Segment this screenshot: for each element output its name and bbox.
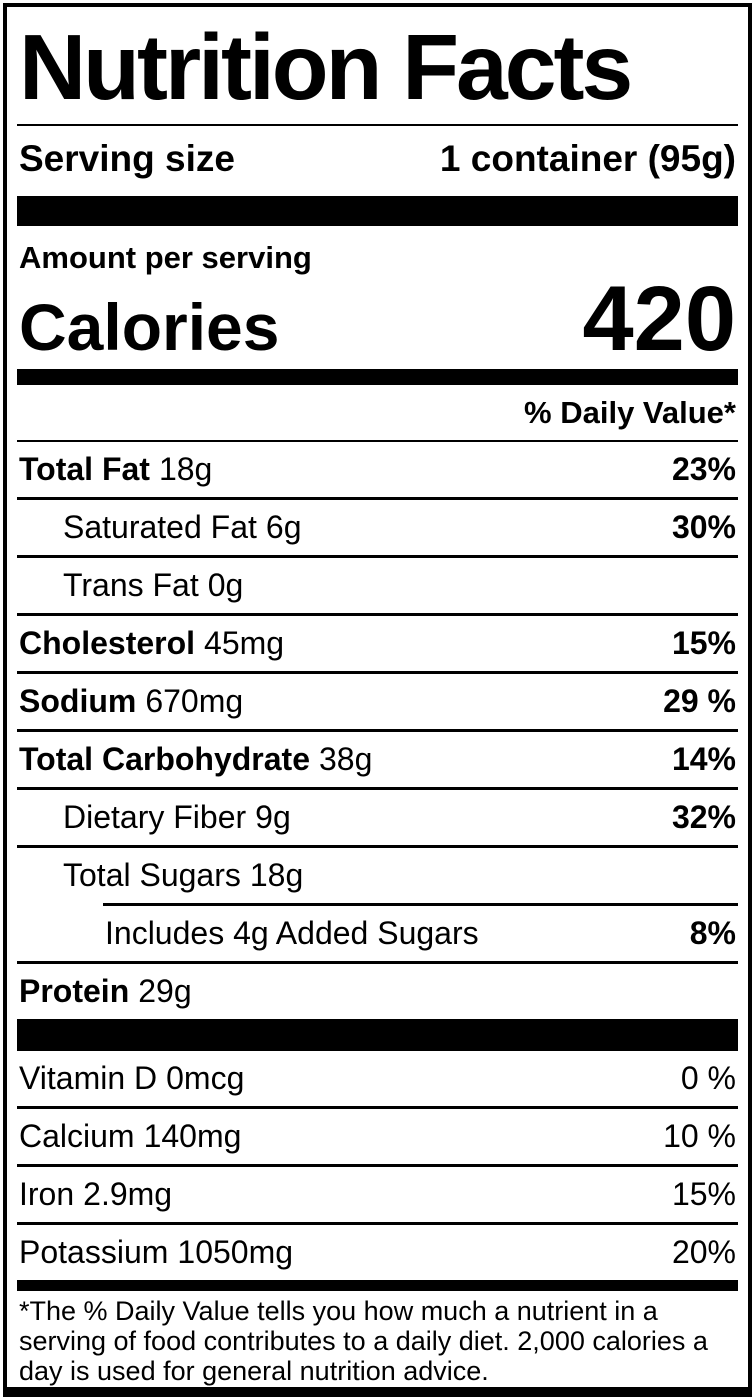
serving-size-row: Serving size 1 container (95g) xyxy=(17,126,738,196)
nutrient-row-total-fat: Total Fat 18g 23% xyxy=(17,442,738,497)
calories-row: Calories 420 xyxy=(17,268,738,370)
serving-size-label: Serving size xyxy=(19,138,235,179)
nutrient-dv: 15% xyxy=(671,625,736,662)
nutrient-row-total-carbohydrate: Total Carbohydrate 38g 14% xyxy=(17,732,738,787)
micronutrient-dv: 10 % xyxy=(663,1118,736,1155)
nutrient-dv: 8% xyxy=(689,915,736,952)
thick-bar-after-protein xyxy=(17,1019,738,1052)
nutrient-amount: 6g xyxy=(265,509,302,546)
nutrient-row-sodium: Sodium 670mg 29 % xyxy=(17,674,738,729)
row-divider xyxy=(17,787,738,791)
micronutrient-name: Iron xyxy=(19,1176,75,1213)
nutrient-dv: 23% xyxy=(671,451,736,488)
micronutrient-name: Potassium xyxy=(19,1234,169,1271)
row-divider xyxy=(17,1222,738,1226)
amount-per-serving-label: Amount per serving xyxy=(19,240,312,275)
nutrient-row-trans-fat: Trans Fat 0g xyxy=(17,558,738,613)
row-divider xyxy=(17,845,738,849)
micronutrient-name: Vitamin D xyxy=(19,1060,158,1097)
nutrient-amount: 38g xyxy=(319,741,373,778)
micronutrient-row-vitamin-d: Vitamin D 0mcg 0 % xyxy=(17,1051,738,1106)
nutrient-name: Includes 4g Added Sugars xyxy=(105,915,479,952)
nutrient-name: Trans Fat xyxy=(63,567,199,604)
nutrient-amount: 45mg xyxy=(204,625,285,662)
nutrient-name: Total Sugars xyxy=(63,857,241,894)
medium-bar-after-calories xyxy=(17,369,738,386)
calories-label: Calories xyxy=(19,290,280,364)
nutrient-name: Saturated Fat xyxy=(63,509,257,546)
nutrient-name: Total Carbohydrate xyxy=(19,741,310,778)
micronutrient-amount: 2.9mg xyxy=(83,1176,173,1213)
daily-value-footnote: *The % Daily Value tells you how much a … xyxy=(19,1296,708,1386)
label-title: Nutrition Facts xyxy=(19,15,633,119)
divider-under-dv-header xyxy=(17,440,738,443)
row-divider xyxy=(17,1164,738,1168)
nutrient-amount: 18g xyxy=(158,451,213,488)
micronutrient-dv: 15% xyxy=(671,1176,736,1213)
medium-bar-before-footnote xyxy=(17,1280,738,1292)
nutrient-dv: 32% xyxy=(671,799,736,836)
micronutrient-name: Calcium xyxy=(19,1118,135,1155)
nutrient-name: Dietary Fiber xyxy=(63,799,247,836)
micronutrient-amount: 0mcg xyxy=(166,1060,245,1097)
micronutrient-row-iron: Iron 2.9mg 15% xyxy=(17,1167,738,1222)
micronutrient-row-calcium: Calcium 140mg 10 % xyxy=(17,1109,738,1164)
nutrient-dv: 29 % xyxy=(663,683,736,720)
nutrient-amount: 670mg xyxy=(145,683,244,720)
row-divider xyxy=(17,555,738,559)
nutrient-row-protein: Protein 29g xyxy=(17,964,738,1019)
nutrient-row-total-sugars: Total Sugars 18g xyxy=(17,848,738,903)
nutrient-row-saturated-fat: Saturated Fat 6g 30% xyxy=(17,500,738,555)
row-divider xyxy=(17,1106,738,1110)
micronutrient-row-potassium: Potassium 1050mg 20% xyxy=(17,1225,738,1280)
nutrient-name: Cholesterol xyxy=(19,625,196,662)
divider-under-title xyxy=(17,124,738,126)
nutrient-name: Total Fat xyxy=(19,451,150,488)
nutrient-name: Protein xyxy=(19,973,130,1010)
calories-value: 420 xyxy=(582,268,737,370)
nutrient-amount: 18g xyxy=(249,857,304,894)
nutrient-row-cholesterol: Cholesterol 45mg 15% xyxy=(17,616,738,671)
nutrition-facts-label: Nutrition Facts Serving size 1 container… xyxy=(3,3,752,1397)
row-divider xyxy=(17,729,738,733)
row-divider xyxy=(17,613,738,617)
serving-size-value: 1 container (95g) xyxy=(439,138,736,179)
nutrient-row-dietary-fiber: Dietary Fiber 9g 32% xyxy=(17,790,738,845)
micronutrient-dv: 20% xyxy=(671,1234,736,1271)
nutrient-amount: 9g xyxy=(255,799,291,836)
nutrient-amount: 29g xyxy=(138,973,192,1010)
row-divider xyxy=(17,961,738,965)
thick-bar-after-serving xyxy=(17,196,738,226)
row-divider xyxy=(17,671,738,675)
nutrient-row-added-sugars: Includes 4g Added Sugars 8% xyxy=(17,906,738,961)
row-divider xyxy=(17,497,738,501)
nutrient-dv: 30% xyxy=(671,509,736,546)
row-divider-indented xyxy=(103,903,738,907)
nutrient-dv: 14% xyxy=(671,741,736,778)
daily-value-header: % Daily Value* xyxy=(524,395,736,431)
micronutrient-amount: 140mg xyxy=(143,1118,242,1155)
nutrient-name: Sodium xyxy=(19,683,137,720)
micronutrient-amount: 1050mg xyxy=(177,1234,294,1271)
nutrient-amount: 0g xyxy=(207,567,244,604)
micronutrient-dv: 0 % xyxy=(680,1060,736,1097)
